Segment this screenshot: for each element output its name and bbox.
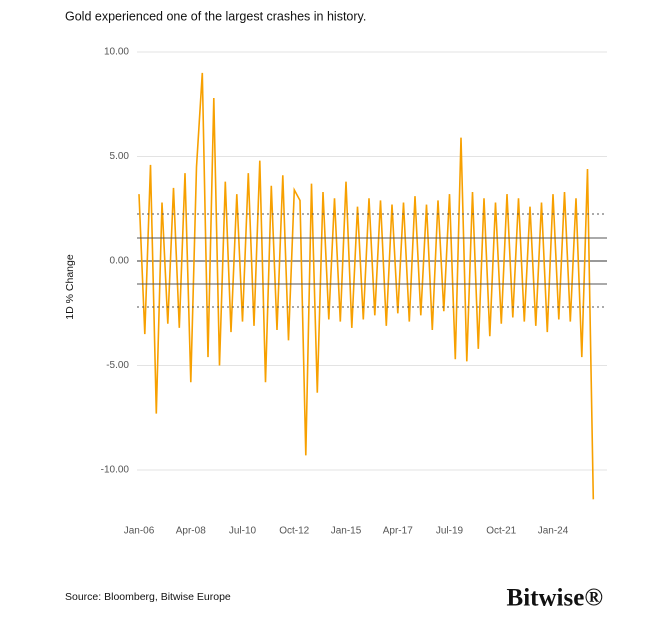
x-tick-label: Jan-06 [124, 526, 155, 537]
x-tick-label: Oct-12 [279, 526, 309, 537]
x-tick-label: Jul-10 [229, 526, 257, 537]
x-tick-label: Apr-17 [383, 526, 413, 537]
logo: Bitwise® [507, 585, 603, 612]
y-tick-label: -10.00 [101, 465, 130, 476]
x-tick-label: Oct-21 [486, 526, 516, 537]
x-tick-label: Apr-08 [176, 526, 206, 537]
source: Source: Bloomberg, Bitwise Europe [65, 591, 231, 603]
y-tick-label: -5.00 [106, 360, 129, 371]
x-tick-label: Jul-19 [436, 526, 464, 537]
y-tick-label: 10.00 [104, 47, 129, 58]
data-line [138, 72, 595, 500]
chart-title: Gold experienced one of the largest cras… [65, 9, 366, 23]
x-tick-label: Jan-24 [538, 526, 569, 537]
x-tick-label: Jan-15 [331, 526, 362, 537]
y-axis-label: 1D % Change [64, 254, 76, 320]
y-tick-label: 0.00 [110, 256, 130, 267]
y-tick-label: 5.00 [110, 151, 130, 162]
